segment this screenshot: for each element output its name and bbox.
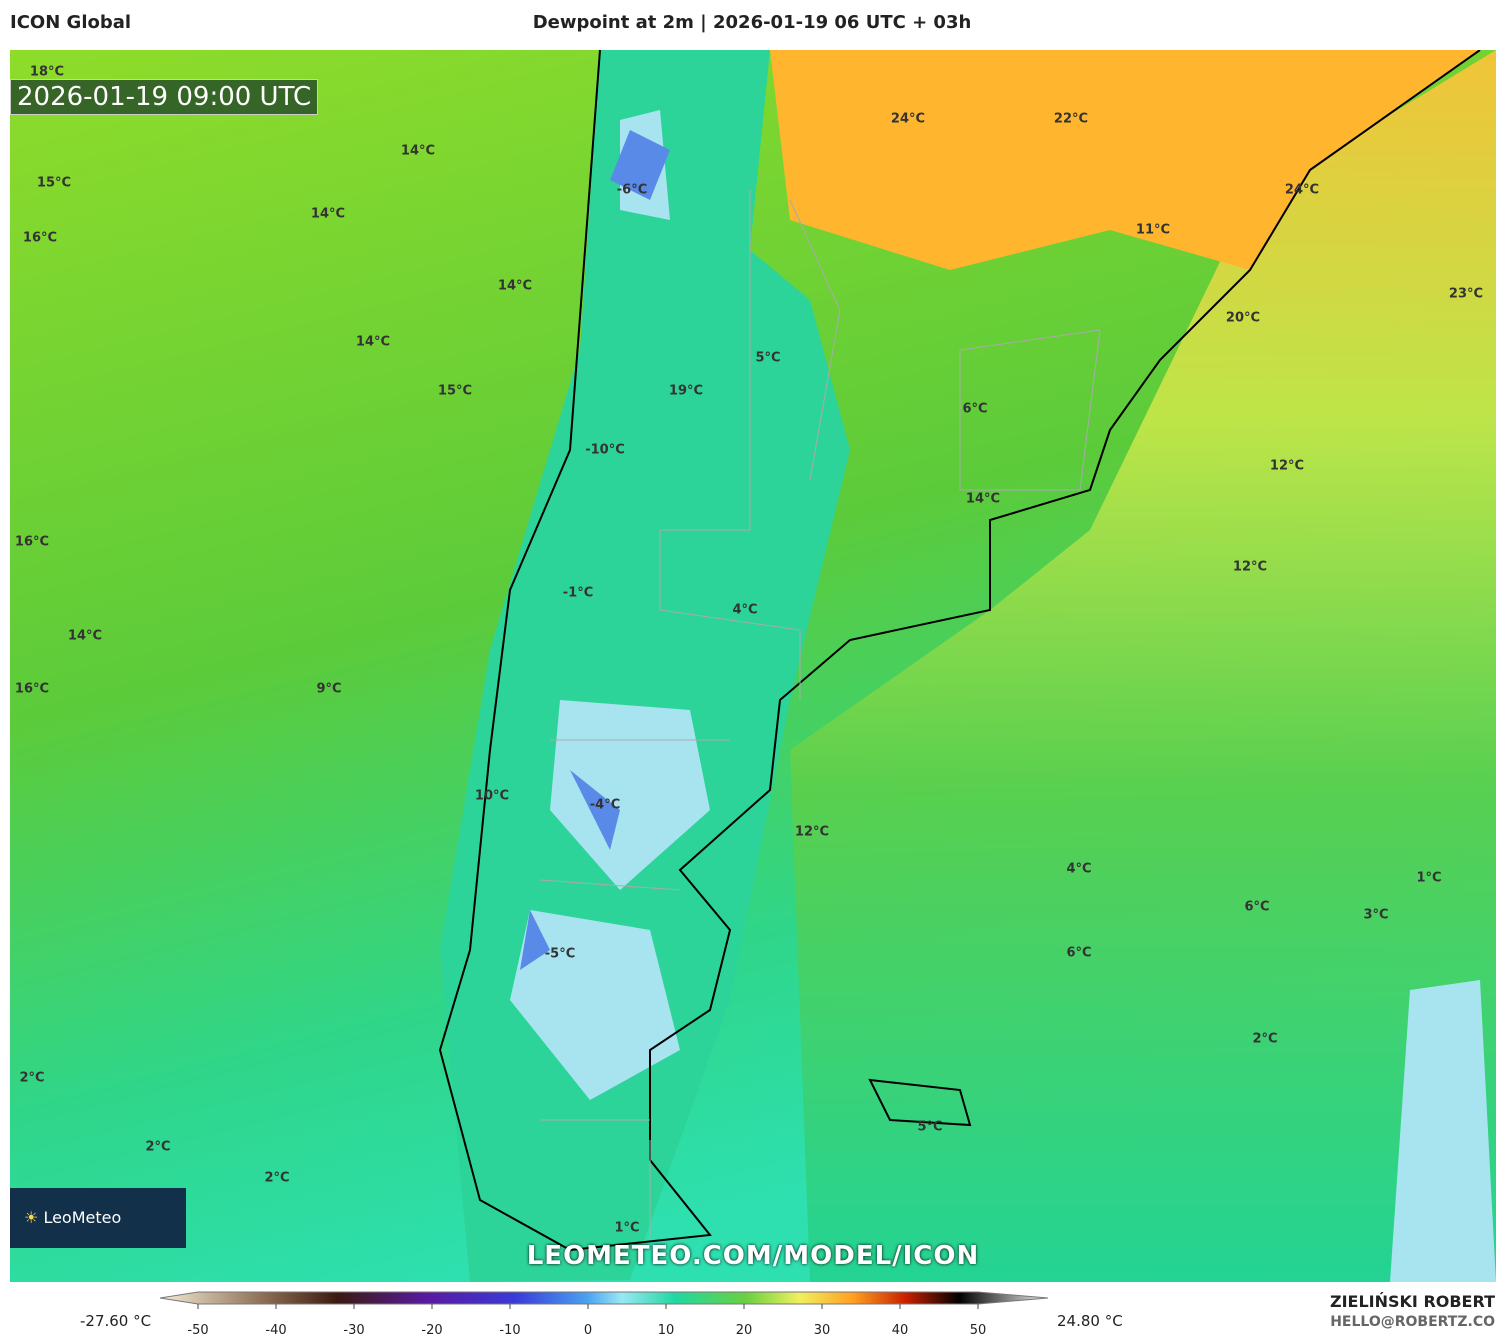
colorbar-tick-label: 50	[970, 1323, 987, 1338]
colorbar-tick-label: -10	[499, 1323, 520, 1338]
map-label: 24°C	[1284, 182, 1320, 198]
colorbar-tick-label: 10	[658, 1323, 675, 1338]
map-label: 19°C	[668, 383, 704, 399]
map-label: 3°C	[1363, 907, 1389, 923]
falklands	[868, 1078, 972, 1127]
coastline	[438, 50, 1481, 1252]
logo: ☀ LeoMeteo	[10, 1188, 186, 1248]
colorbar-tick-label: -30	[343, 1323, 364, 1338]
map-label: 12°C	[1232, 559, 1268, 575]
warm-region	[770, 50, 1480, 270]
logo-text: LeoMeteo	[43, 1208, 122, 1227]
map-label: 16°C	[14, 534, 50, 550]
map-label: 23°C	[1448, 286, 1484, 302]
colorbar-ramp	[159, 1291, 1049, 1305]
colorbar-tick-label: 30	[814, 1323, 831, 1338]
map-label: 1°C	[614, 1220, 640, 1236]
map-label: 2°C	[1252, 1031, 1278, 1047]
very-dry-patch	[520, 130, 670, 970]
map-label: 14°C	[310, 206, 346, 222]
map-label: 5°C	[917, 1119, 943, 1135]
map-label: 10°C	[474, 788, 510, 804]
map-label: 14°C	[355, 334, 391, 350]
map-label: 5°C	[755, 350, 781, 366]
map-label: -5°C	[544, 946, 576, 962]
borders	[539, 190, 1101, 1240]
colorbar-tick-label: -20	[421, 1323, 442, 1338]
map-label: 2°C	[264, 1170, 290, 1186]
timestamp: 2026-01-19 09:00 UTC	[10, 79, 319, 115]
map-label: 16°C	[22, 230, 58, 246]
colorbar-min: -27.60 °C	[80, 1312, 152, 1330]
map-label: 6°C	[1244, 899, 1270, 915]
colorbar-tick-label: -40	[265, 1323, 286, 1338]
east-region	[750, 50, 1496, 1282]
map-label: 2°C	[145, 1139, 171, 1155]
colorbar-tick-label: 40	[892, 1323, 909, 1338]
map-label: -4°C	[589, 797, 621, 813]
colorbar-tick-label: 20	[736, 1323, 753, 1338]
map-label: 16°C	[14, 681, 50, 697]
map-label: 4°C	[1066, 861, 1092, 877]
map-label: 14°C	[965, 491, 1001, 507]
map-label: 14°C	[400, 143, 436, 159]
map-label: 20°C	[1225, 310, 1261, 326]
map-label: 15°C	[437, 383, 473, 399]
map-label: -6°C	[616, 182, 648, 198]
watermark: LEOMETEO.COM/MODEL/ICON	[526, 1241, 980, 1271]
colorbar-max: 24.80 °C	[1057, 1312, 1123, 1330]
map-label: 4°C	[732, 602, 758, 618]
map-label: 12°C	[794, 824, 830, 840]
map-label: 6°C	[1066, 945, 1092, 961]
map	[10, 50, 1496, 1282]
map-label: 11°C	[1135, 222, 1171, 238]
model-name: ICON Global	[10, 12, 132, 33]
map-label: 2°C	[19, 1070, 45, 1086]
author: ZIELIŃSKI ROBERT	[1329, 1292, 1495, 1311]
map-label: -10°C	[585, 442, 625, 458]
map-label: 18°C	[29, 64, 65, 80]
map-label: 22°C	[1053, 111, 1089, 127]
map-label: 14°C	[67, 628, 103, 644]
map-label: 15°C	[36, 175, 72, 191]
map-label: 1°C	[1416, 870, 1442, 886]
map-label: 24°C	[890, 111, 926, 127]
map-label: 9°C	[316, 681, 342, 697]
map-label: 12°C	[1269, 458, 1305, 474]
map-title: Dewpoint at 2m | 2026-01-19 06 UTC + 03h	[532, 12, 972, 33]
colorbar-tick-label: 0	[584, 1323, 592, 1338]
colorbar: -50 -40 -30 -20 -10 0 10 20 30 40 50	[159, 1291, 1049, 1338]
map-label: 14°C	[497, 278, 533, 294]
map-label: 6°C	[962, 401, 988, 417]
map-label: -1°C	[562, 585, 594, 601]
email: HELLO@ROBERTZ.CO	[1330, 1314, 1495, 1330]
colorbar-tick-label: -50	[187, 1323, 208, 1338]
